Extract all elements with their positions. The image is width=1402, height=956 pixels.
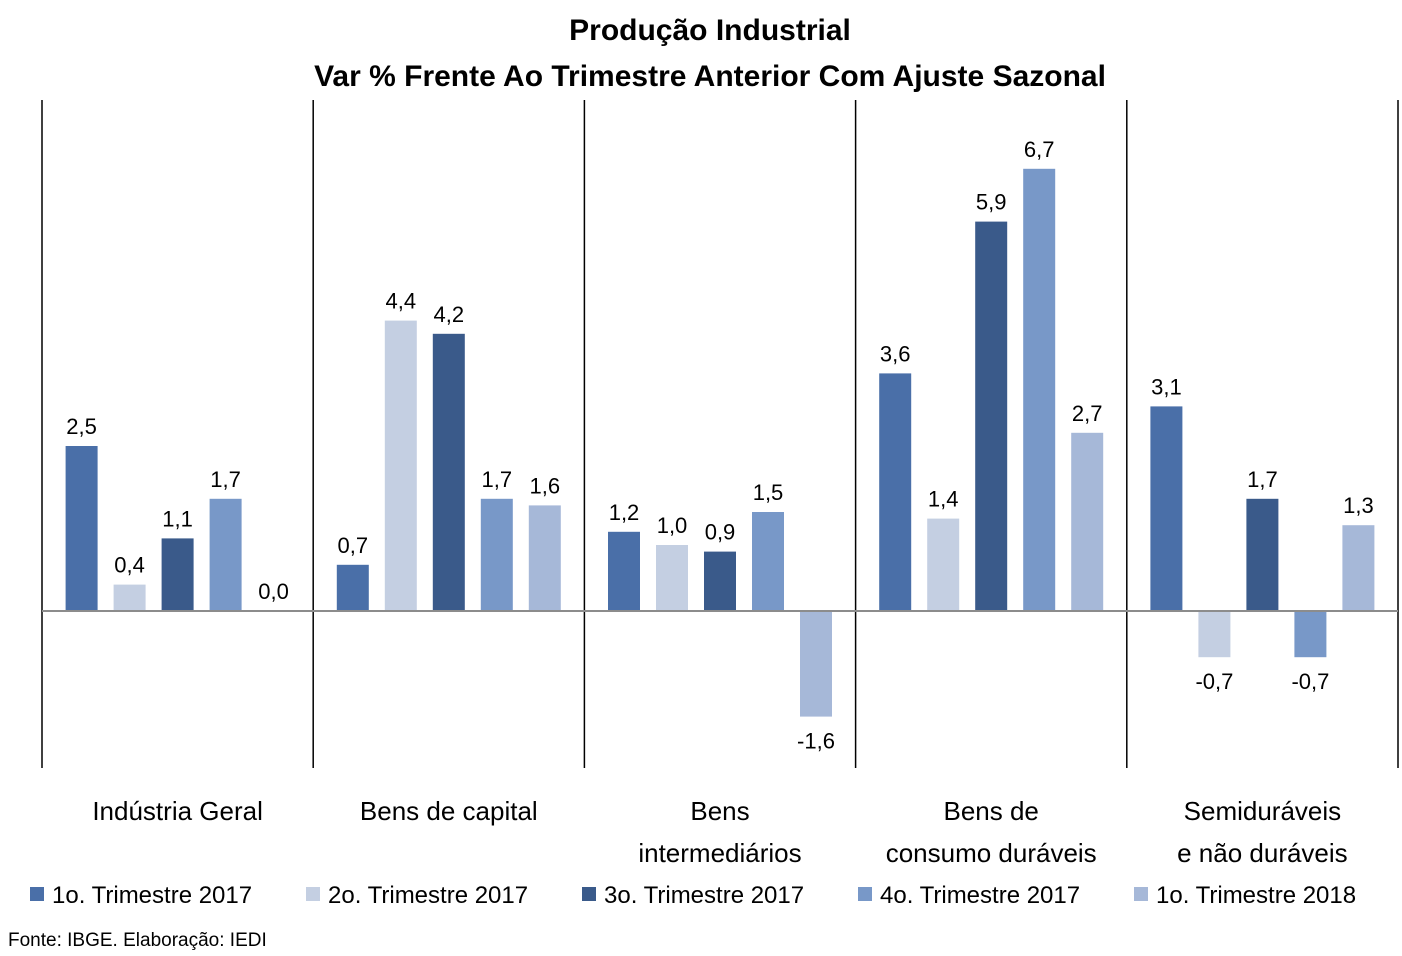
value-labels: 2,5 0,4 1,1 1,7 0,0 0,7 4,4 4,2 1,7 1,6 1,2 1,0 0,9 1…: [66, 137, 1373, 754]
value-label: 1,5: [753, 480, 784, 505]
legend-swatch: [1134, 887, 1148, 901]
value-label: 4,2: [434, 302, 465, 327]
value-label: -1,6: [797, 729, 835, 754]
value-label: 3,6: [880, 341, 911, 366]
value-label: 1,7: [210, 467, 241, 492]
value-label: 0,7: [338, 533, 369, 558]
bar: [528, 505, 561, 611]
value-label: 1,7: [482, 467, 513, 492]
value-label: -0,7: [1195, 669, 1233, 694]
legend-label: 3o. Trimestre 2017: [604, 882, 804, 909]
value-label: 1,2: [609, 500, 640, 525]
category-label: Bens: [690, 796, 749, 826]
legend-item: 2o. Trimestre 2017: [306, 882, 528, 909]
value-label: 2,5: [66, 414, 97, 439]
value-label: 5,9: [976, 190, 1007, 215]
legend-item: 3o. Trimestre 2017: [582, 882, 804, 909]
chart-title: Produção Industrial: [569, 14, 851, 47]
legend-swatch: [306, 887, 320, 901]
bar: [1198, 611, 1231, 658]
legend-label: 2o. Trimestre 2017: [328, 882, 528, 909]
bar: [752, 512, 784, 611]
legend: 1o. Trimestre 2017 2o. Trimestre 2017 3o. …: [30, 882, 1356, 909]
category-dividers: [41, 100, 1399, 768]
value-label: 1,3: [1343, 493, 1374, 518]
legend-label: 4o. Trimestre 2017: [880, 882, 1080, 909]
legend-label: 1o. Trimestre 2018: [1156, 882, 1356, 909]
category-label: Bens de capital: [360, 796, 538, 826]
bar: [113, 584, 146, 611]
value-label: 6,7: [1024, 137, 1055, 162]
legend-item: 1o. Trimestre 2017: [30, 882, 252, 909]
bar: [927, 518, 960, 611]
bar: [800, 611, 832, 717]
chart-subtitle: Var % Frente Ao Trimestre Anterior Com A…: [314, 60, 1106, 93]
category-label: Bens de: [943, 796, 1038, 826]
bar: [879, 373, 912, 611]
bar: [209, 498, 242, 611]
value-label: 2,7: [1072, 401, 1103, 426]
bar: [1342, 525, 1375, 611]
bar: [1150, 406, 1183, 611]
bar: [1023, 168, 1056, 612]
bar: [975, 221, 1008, 611]
bars: [65, 168, 1375, 717]
bar: [432, 333, 465, 611]
bar: [1294, 611, 1327, 658]
category-label: consumo duráveis: [886, 838, 1097, 868]
value-label: 1,7: [1247, 467, 1278, 492]
bar: [65, 446, 98, 611]
bar: [161, 538, 194, 611]
legend-item: 1o. Trimestre 2018: [1134, 882, 1356, 909]
value-label: 4,4: [386, 289, 417, 314]
category-label: intermediários: [638, 838, 801, 868]
legend-swatch: [858, 887, 872, 901]
value-label: 1,1: [162, 506, 193, 531]
legend-swatch: [582, 887, 596, 901]
value-label: 1,0: [657, 513, 688, 538]
bar: [608, 531, 640, 611]
legend-item: 4o. Trimestre 2017: [858, 882, 1080, 909]
category-label: e não duráveis: [1177, 838, 1348, 868]
value-label: 1,6: [530, 473, 561, 498]
value-label: 0,9: [705, 520, 736, 545]
bar: [1246, 498, 1279, 611]
bar: [384, 320, 417, 611]
bar: [704, 551, 736, 611]
legend-label: 1o. Trimestre 2017: [52, 882, 252, 909]
value-label: 3,1: [1151, 374, 1182, 399]
value-label: 1,4: [928, 487, 959, 512]
category-labels: Indústria Geral Bens de capital Bens interm…: [92, 796, 1347, 868]
category-label: Indústria Geral: [92, 796, 263, 826]
value-label: 0,4: [114, 553, 145, 578]
value-label: -0,7: [1291, 669, 1329, 694]
bar: [656, 545, 688, 611]
legend-swatch: [30, 887, 44, 901]
value-label: 0,0: [258, 579, 289, 604]
category-label: Semiduráveis: [1184, 796, 1342, 826]
bar: [336, 564, 369, 611]
bar: [1071, 432, 1104, 611]
bar: [480, 498, 513, 611]
source-note: Fonte: IBGE. Elaboração: IEDI: [8, 930, 267, 951]
